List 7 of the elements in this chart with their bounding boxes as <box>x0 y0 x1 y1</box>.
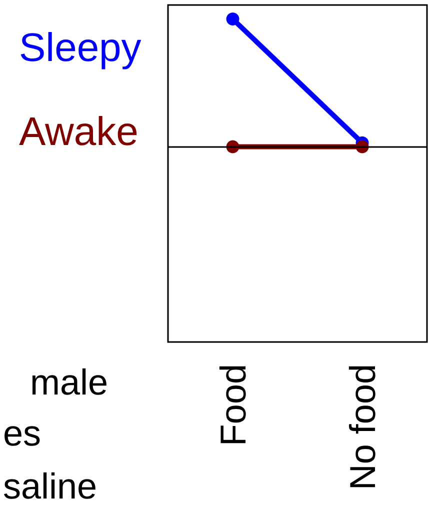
text: Awake <box>19 110 138 154</box>
x-tick-label: No food <box>342 364 383 490</box>
text: male <box>30 362 108 402</box>
text: saline <box>3 466 98 506</box>
text: es <box>3 412 42 454</box>
x-tick-label: Food <box>212 364 254 446</box>
text: Sleepy <box>19 26 142 70</box>
